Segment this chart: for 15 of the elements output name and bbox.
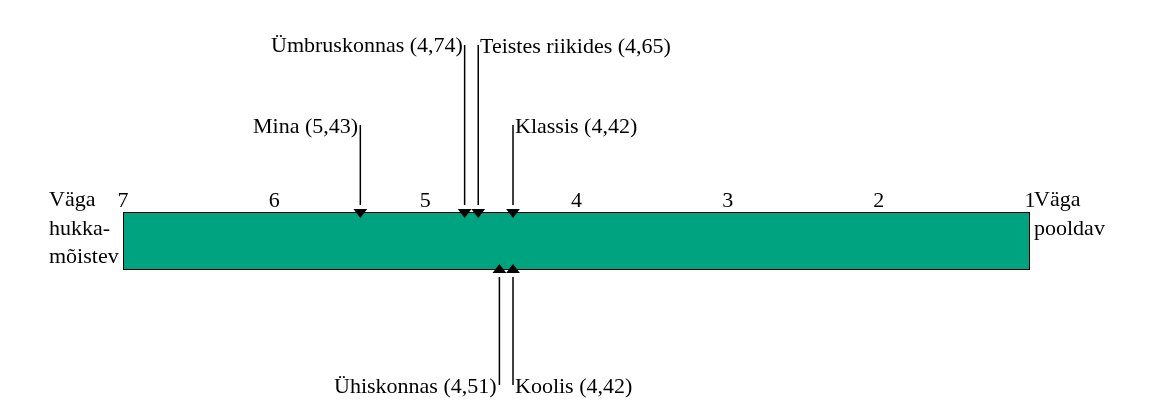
x-tick-label: 1 (1024, 186, 1036, 212)
annotation: Mina (5,43) (253, 113, 359, 138)
x-tick-label: 6 (268, 186, 280, 212)
annotation: Teistes riikides (4,65) (480, 33, 671, 58)
text: Väga pooldav (1034, 186, 1105, 240)
x-tick-label: 5 (419, 186, 431, 212)
x-tick-label: 3 (722, 186, 734, 212)
x-tick-label: 7 (117, 186, 129, 212)
text: Väga hukka-mõistev (49, 186, 119, 269)
annotation: Ümbruskonnas (4,74) (271, 32, 463, 57)
annotation: Klassis (4,42) (515, 113, 638, 138)
annotation: Koolis (4,42) (515, 373, 633, 398)
x-tick-label: 4 (571, 186, 582, 212)
annotation: Ühiskonnas (4,51) (334, 373, 497, 398)
x-tick-label: 2 (873, 186, 885, 212)
